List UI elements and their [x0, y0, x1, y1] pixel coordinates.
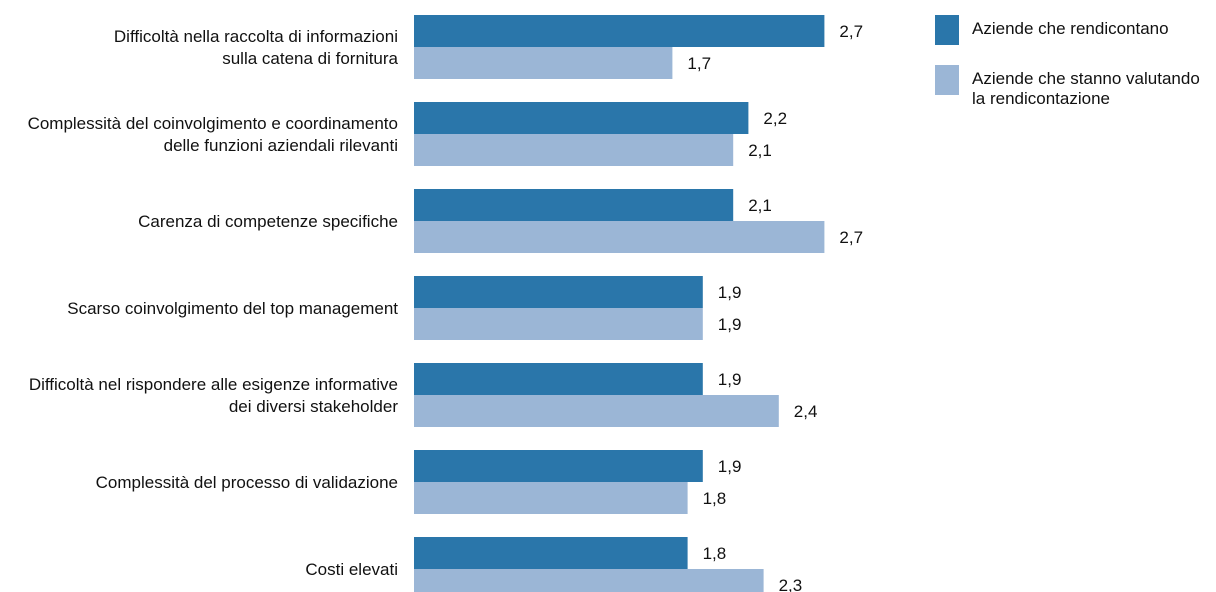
- bar-reporting: [414, 15, 825, 47]
- category-label: dei diversi stakeholder: [229, 397, 398, 416]
- legend-label: la rendicontazione: [972, 89, 1110, 108]
- category-label: Difficoltà nella raccolta di informazion…: [114, 27, 398, 46]
- value-label: 2,1: [748, 196, 772, 215]
- legend: Aziende che rendicontano Aziende che stan…: [935, 15, 1200, 108]
- bars: [414, 15, 825, 592]
- bar-evaluating: [414, 308, 703, 340]
- category-label: Scarso coinvolgimento del top management: [67, 299, 398, 318]
- value-label: 1,9: [718, 457, 742, 476]
- bar-evaluating: [414, 47, 673, 79]
- bar-reporting: [414, 537, 688, 569]
- bar-evaluating: [414, 221, 825, 253]
- value-label: 2,3: [779, 576, 803, 592]
- category-label: sulla catena di fornitura: [222, 49, 398, 68]
- value-label: 2,7: [839, 228, 863, 247]
- value-label: 1,9: [718, 283, 742, 302]
- bar-reporting: [414, 276, 703, 308]
- legend-swatch-reporting: [935, 15, 959, 45]
- legend-label: Aziende che rendicontano: [972, 19, 1169, 38]
- bar-reporting: [414, 363, 703, 395]
- bar-reporting: [414, 102, 749, 134]
- value-label: 1,8: [703, 489, 727, 508]
- bar-reporting: [414, 189, 734, 221]
- bar-evaluating: [414, 395, 779, 427]
- category-label: Carenza di competenze specifiche: [138, 212, 398, 231]
- bar-evaluating: [414, 569, 764, 592]
- category-label: Complessità del coinvolgimento e coordin…: [28, 114, 398, 133]
- bar-evaluating: [414, 134, 734, 166]
- legend-label: Aziende che stanno valutando: [972, 69, 1200, 88]
- value-label: 2,2: [763, 109, 787, 128]
- value-label: 2,7: [839, 22, 863, 41]
- category-label: Complessità del processo di validazione: [96, 473, 398, 492]
- value-labels: 2,7 1,7 2,2 2,1 2,1 2,7 1,9 1,9 1,9 2,4 1,9 1,8 1,8 2…: [687, 22, 863, 592]
- value-label: 2,4: [794, 402, 818, 421]
- value-label: 1,7: [687, 54, 711, 73]
- value-label: 1,8: [703, 544, 727, 563]
- value-label: 2,1: [748, 141, 772, 160]
- value-label: 1,9: [718, 370, 742, 389]
- bar-reporting: [414, 450, 703, 482]
- category-label: Costi elevati: [305, 560, 398, 579]
- category-label: Difficoltà nel rispondere alle esigenze …: [29, 375, 398, 394]
- category-label: delle funzioni aziendali rilevanti: [164, 136, 398, 155]
- category-labels: Difficoltà nella raccolta di informazion…: [28, 27, 399, 579]
- legend-swatch-evaluating: [935, 65, 959, 95]
- value-label: 1,9: [718, 315, 742, 334]
- bar-evaluating: [414, 482, 688, 514]
